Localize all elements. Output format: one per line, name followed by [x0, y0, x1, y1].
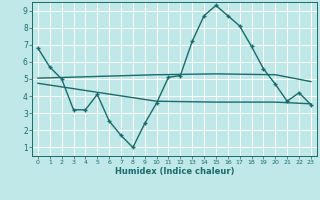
X-axis label: Humidex (Indice chaleur): Humidex (Indice chaleur) — [115, 167, 234, 176]
